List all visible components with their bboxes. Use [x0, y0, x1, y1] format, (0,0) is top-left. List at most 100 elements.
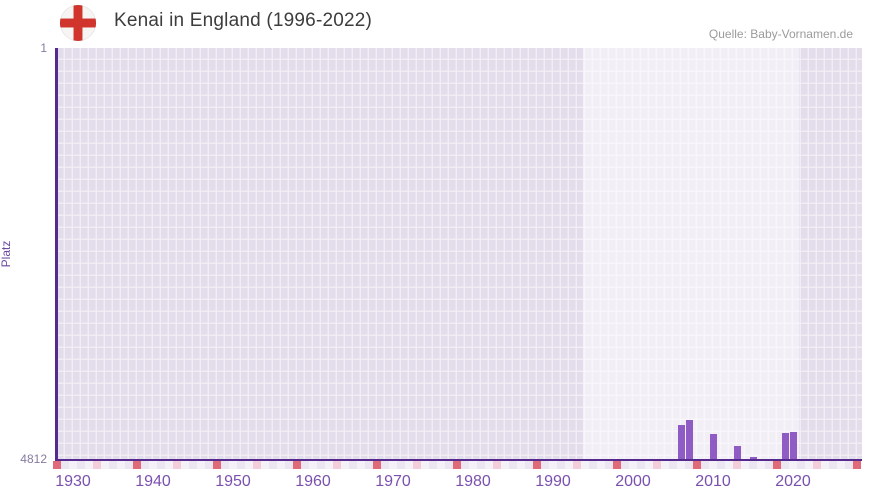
year-marker-cell: [525, 461, 533, 469]
bar-2019[interactable]: [781, 433, 789, 460]
year-marker-cell: [573, 461, 581, 469]
year-marker-cell: [765, 461, 773, 469]
source-attribution: Quelle: Baby-Vornamen.de: [708, 27, 853, 41]
x-tick-label: 2020: [775, 473, 811, 490]
year-marker-cell: [621, 461, 629, 469]
year-marker-cell: [197, 461, 205, 469]
year-marker-cell: [205, 461, 213, 469]
x-tick-label: 1970: [375, 473, 411, 490]
data-period-highlight: [583, 48, 799, 460]
year-marker-strip: [53, 461, 861, 469]
year-marker-cell: [397, 461, 405, 469]
year-marker-cell: [365, 461, 373, 469]
year-marker-cell: [93, 461, 101, 469]
x-tick-label: 1960: [295, 473, 331, 490]
x-tick-label: 2010: [695, 473, 731, 490]
y-axis-title: Platz: [0, 240, 13, 268]
year-marker-cell: [477, 461, 485, 469]
year-marker-cell: [725, 461, 733, 469]
year-marker-cell: [277, 461, 285, 469]
year-marker-cell: [709, 461, 717, 469]
chart-title: Kenai in England (1996-2022): [114, 10, 373, 31]
year-marker-cell: [749, 461, 757, 469]
year-marker-cell: [261, 461, 269, 469]
england-flag-icon: [59, 4, 97, 42]
year-marker-cell: [309, 461, 317, 469]
year-marker-cell: [789, 461, 797, 469]
bar-2010[interactable]: [709, 434, 717, 460]
year-marker-cell: [133, 461, 141, 469]
year-marker-cell: [613, 461, 621, 469]
year-marker-cell: [781, 461, 789, 469]
plot-area: [57, 48, 862, 460]
bar-2020[interactable]: [789, 432, 797, 460]
year-marker-cell: [245, 461, 253, 469]
year-marker-cell: [853, 461, 861, 469]
year-marker-cell: [77, 461, 85, 469]
year-marker-cell: [741, 461, 749, 469]
bar-2007[interactable]: [685, 420, 693, 460]
year-marker-cell: [69, 461, 77, 469]
year-marker-cell: [493, 461, 501, 469]
year-marker-cell: [605, 461, 613, 469]
x-tick-label: 1950: [215, 473, 251, 490]
year-marker-cell: [845, 461, 853, 469]
year-marker-cell: [101, 461, 109, 469]
x-tick-label: 2000: [615, 473, 651, 490]
year-marker-cell: [773, 461, 781, 469]
year-marker-cell: [565, 461, 573, 469]
year-marker-cell: [157, 461, 165, 469]
year-marker-cell: [317, 461, 325, 469]
year-marker-cell: [173, 461, 181, 469]
year-marker-cell: [701, 461, 709, 469]
year-marker-cell: [813, 461, 821, 469]
year-marker-cell: [501, 461, 509, 469]
year-marker-cell: [181, 461, 189, 469]
year-marker-cell: [797, 461, 805, 469]
year-marker-cell: [829, 461, 837, 469]
year-marker-cell: [461, 461, 469, 469]
year-marker-cell: [469, 461, 477, 469]
year-marker-cell: [213, 461, 221, 469]
year-marker-cell: [837, 461, 845, 469]
x-axis-line: [55, 458, 862, 461]
year-marker-cell: [589, 461, 597, 469]
year-marker-cell: [533, 461, 541, 469]
year-marker-cell: [301, 461, 309, 469]
bar-2006[interactable]: [677, 425, 685, 460]
year-marker-cell: [149, 461, 157, 469]
x-tick-label: 1980: [455, 473, 491, 490]
year-marker-cell: [125, 461, 133, 469]
year-marker-cell: [645, 461, 653, 469]
year-marker-cell: [757, 461, 765, 469]
year-marker-cell: [637, 461, 645, 469]
x-axis-tick-labels: 1930 1940 1950 1960 1970 1980 1990 2000 2010 2020: [55, 473, 862, 493]
year-marker-cell: [805, 461, 813, 469]
year-marker-cell: [509, 461, 517, 469]
year-marker-cell: [253, 461, 261, 469]
year-marker-cell: [53, 461, 61, 469]
year-marker-cell: [669, 461, 677, 469]
year-marker-cell: [405, 461, 413, 469]
year-marker-cell: [445, 461, 453, 469]
bar-2013[interactable]: [733, 446, 741, 460]
year-marker-cell: [517, 461, 525, 469]
x-tick-label: 1930: [55, 473, 91, 490]
year-marker-cell: [325, 461, 333, 469]
year-marker-cell: [693, 461, 701, 469]
year-marker-cell: [141, 461, 149, 469]
year-marker-cell: [677, 461, 685, 469]
year-marker-cell: [357, 461, 365, 469]
y-tick-min: 4812: [20, 452, 47, 466]
year-marker-cell: [61, 461, 69, 469]
year-marker-cell: [661, 461, 669, 469]
year-marker-cell: [293, 461, 301, 469]
year-marker-cell: [629, 461, 637, 469]
year-marker-cell: [381, 461, 389, 469]
year-marker-cell: [237, 461, 245, 469]
year-marker-cell: [821, 461, 829, 469]
year-marker-cell: [109, 461, 117, 469]
year-marker-cell: [485, 461, 493, 469]
year-marker-cell: [373, 461, 381, 469]
